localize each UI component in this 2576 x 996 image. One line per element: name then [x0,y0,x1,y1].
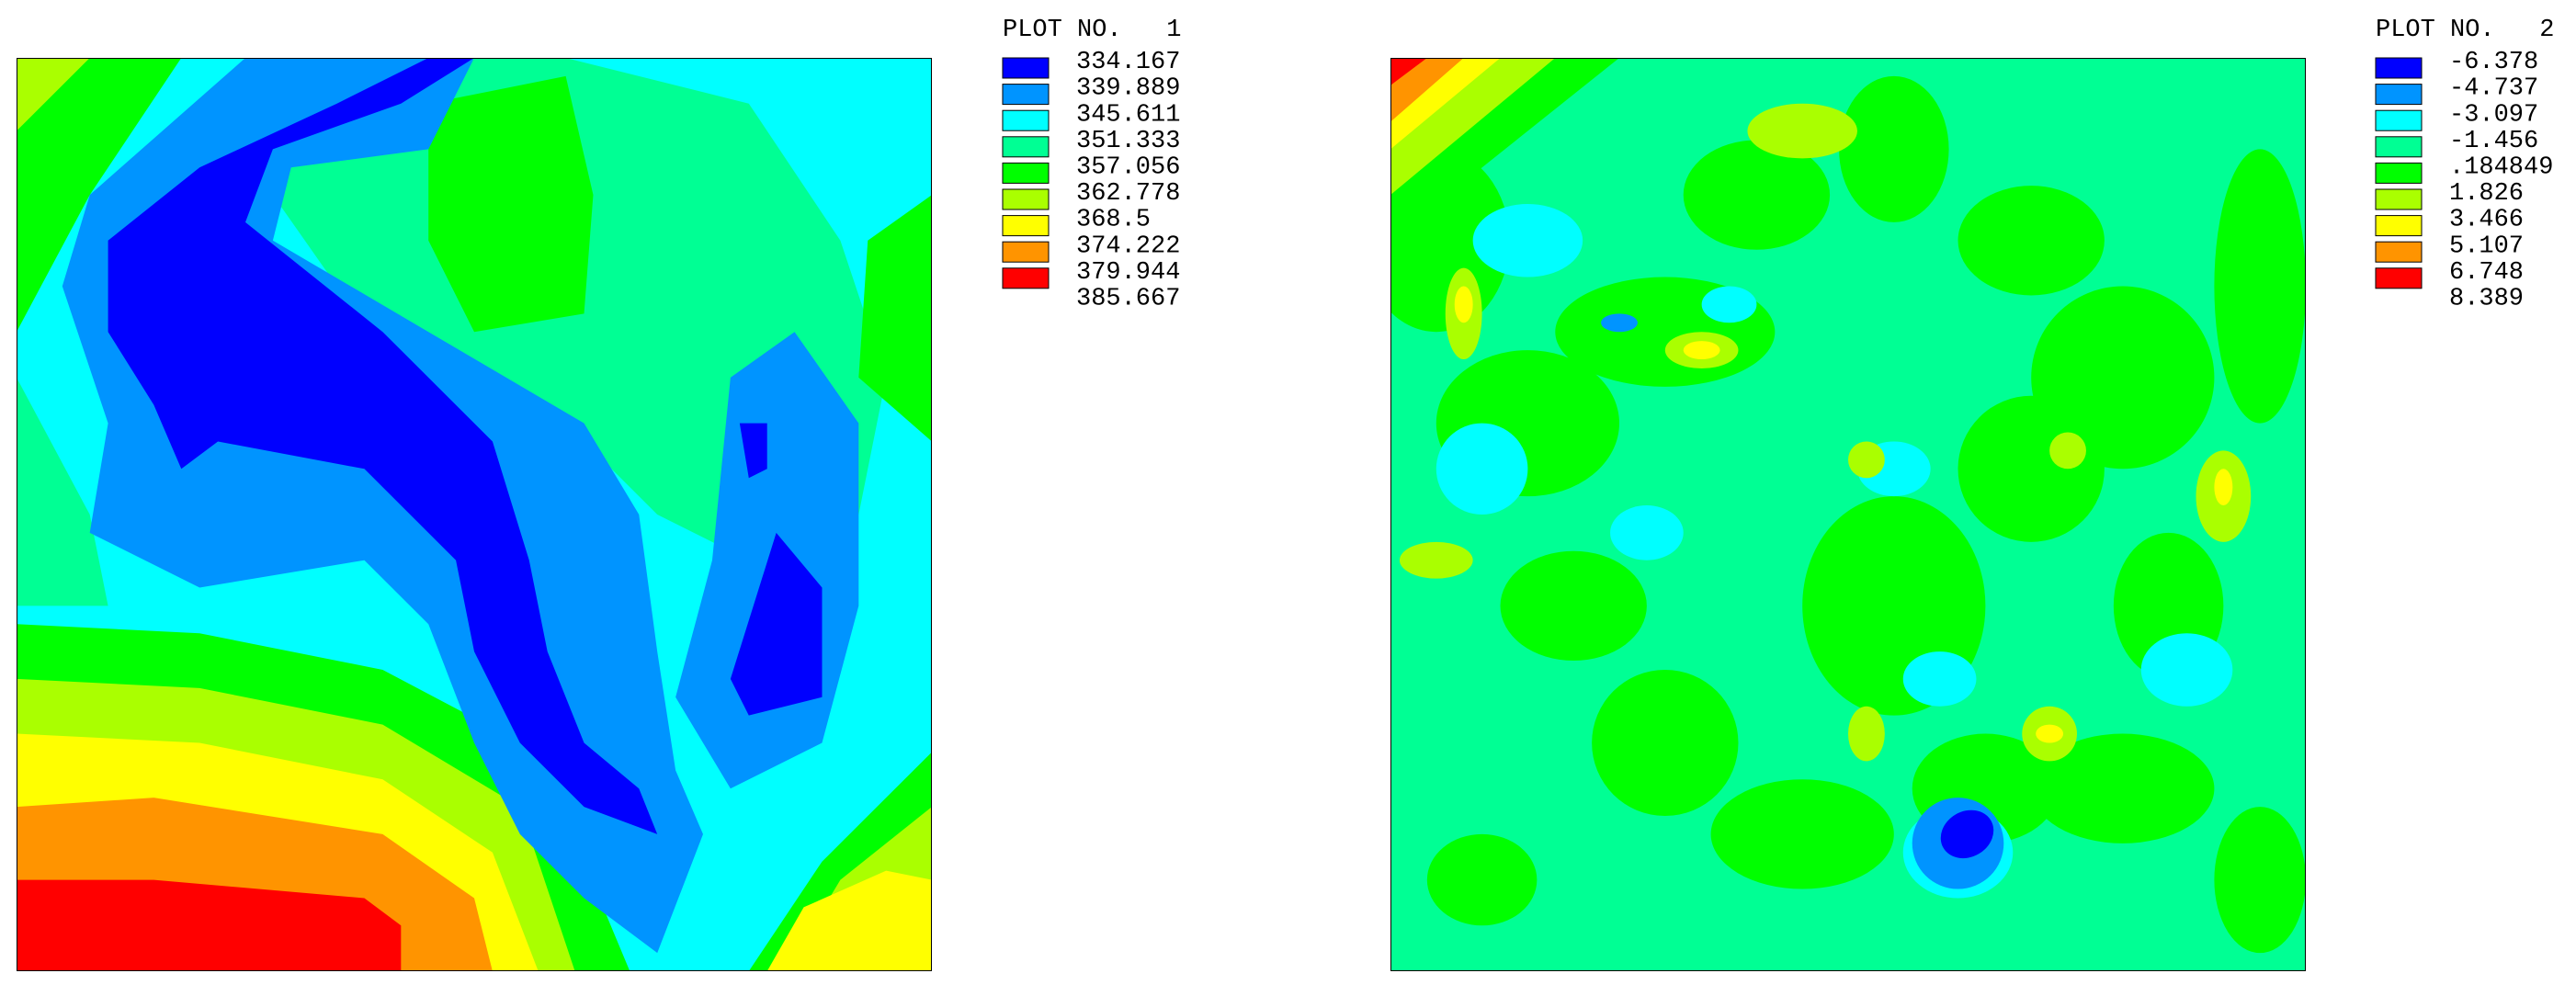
contour-group [1454,286,2233,743]
legend-swatch [2375,84,2423,106]
legend-label: 339.889 [1076,75,1180,103]
legend-label: -3.097 [2449,101,2538,129]
contour-plot [1390,58,2306,971]
contour-region [730,532,823,716]
legend-label: 385.667 [1076,286,1180,313]
legend-swatch [2375,57,2423,79]
contour-region [17,879,402,971]
legend-swatch [1002,84,1050,106]
legend-label: 1.826 [2449,180,2524,208]
legend-label: 368.5 [1076,207,1151,234]
legend-label: 374.222 [1076,232,1180,260]
legend-label: -1.456 [2449,128,2538,155]
legend-swatch [2375,109,2423,131]
legend-label: 351.333 [1076,128,1180,155]
contour-region [1390,58,1464,122]
legend-swatch [2375,162,2423,184]
legend-swatch [1002,57,1050,79]
contour-region [739,423,767,479]
legend-swatch [1002,215,1050,237]
legend-label: 345.611 [1076,101,1180,129]
legend-swatch [1002,267,1050,289]
legend-label: .184849 [2449,154,2553,182]
contour-region [1601,313,1638,333]
legend-swatch [2375,267,2423,289]
contour-region [108,58,658,834]
contour-group [1390,75,2306,954]
legend-swatch [2375,188,2423,210]
legend-swatch [2375,215,2423,237]
legend-label: 5.107 [2449,232,2524,260]
legend-label: 3.466 [2449,207,2524,234]
legend-swatch [2375,136,2423,158]
contour-region [766,870,932,971]
legend-label: 357.056 [1076,154,1180,182]
contour-plot [17,58,932,971]
legend-title: PLOT NO. 1 [1003,17,1181,44]
legend-label: -6.378 [2449,49,2538,76]
contour-region [858,195,932,442]
legend-swatch [1002,188,1050,210]
legend-label: 379.944 [1076,259,1180,287]
legend-swatch [1002,241,1050,263]
legend-label: -4.737 [2449,75,2538,103]
legend-label: 6.748 [2449,259,2524,287]
contour-region [17,58,182,333]
contour-region [1940,809,1994,859]
legend-title: PLOT NO. 2 [2376,17,2554,44]
legend-swatch [2375,241,2423,263]
contour-region [17,377,108,606]
legend-label: 362.778 [1076,180,1180,208]
legend-swatch [1002,162,1050,184]
contour-region [428,75,594,333]
legend-swatch [1002,136,1050,158]
legend-label: 334.167 [1076,49,1180,76]
legend-label: 8.389 [2449,286,2524,313]
legend-swatch [1002,109,1050,131]
